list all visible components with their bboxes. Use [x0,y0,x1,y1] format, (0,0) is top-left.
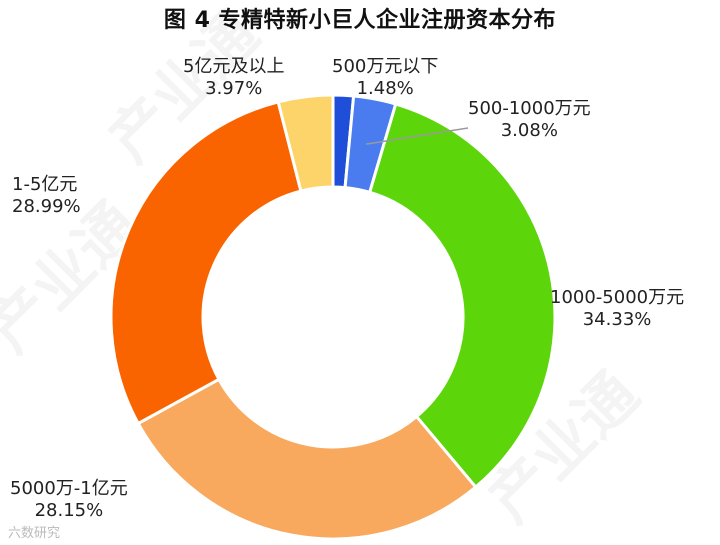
slice-label-1000-5000w: 1000-5000万元 34.33% [550,287,684,331]
slice-category-label: 500万元以下 [332,56,439,77]
slice-value-label: 1.48% [356,78,414,99]
footer-source: 六数研究 [8,526,61,541]
slice-label-5000w-1yi: 5000万-1亿元 28.15% [10,478,128,522]
donut-slice-1000-5000w [367,102,557,490]
slice-label-500-1000w: 500-1000万元 3.08% [468,98,591,142]
slice-label-500w-below: 500万元以下 1.48% [332,56,438,100]
slice-value-label: 28.99% [12,196,81,217]
leader-line-500-1000w [366,127,469,145]
slice-category-label: 5000万-1亿元 [10,478,128,499]
donut-slice-1-5yi [109,100,303,426]
slice-label-1-5yi: 1-5亿元 28.99% [12,174,81,218]
donut-slice-5yi-above [276,93,335,193]
slice-category-label: 1-5亿元 [12,174,78,195]
slice-value-label: 28.15% [34,500,104,521]
donut-slice-5000w-1yi [136,377,478,541]
slice-category-label: 5亿元及以上 [183,56,285,77]
slice-value-label: 34.33% [582,309,652,330]
slice-value-label: 3.97% [205,78,263,99]
slice-category-label: 500-1000万元 [468,98,591,119]
slice-category-label: 1000-5000万元 [550,287,685,308]
slice-label-5yi-above: 5亿元及以上 3.97% [183,56,284,100]
slice-value-label: 3.08% [500,120,558,141]
chart-title: 图 4 专精特新小巨人企业注册资本分布 [163,8,557,33]
